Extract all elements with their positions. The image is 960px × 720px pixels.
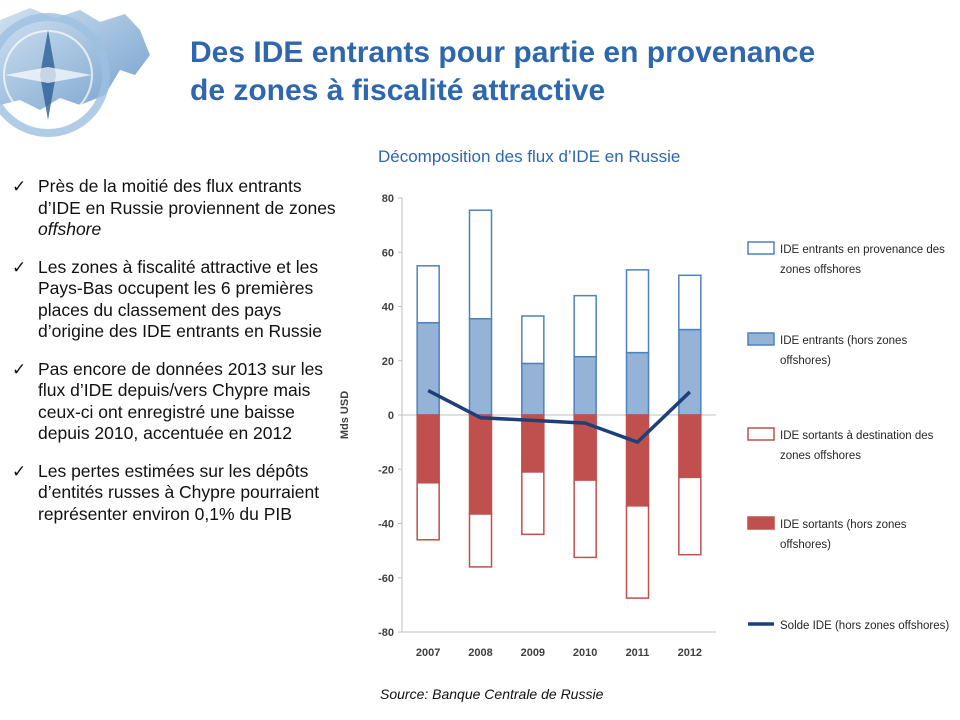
bar-ide-entrants-offshore [521, 315, 545, 365]
bar-ide-sortants-offshore [678, 476, 702, 556]
bullet-text: Près de la moitié des flux entrants d’ID… [38, 176, 336, 218]
legend-swatch [747, 516, 775, 530]
y-tick-label: 0 [388, 410, 394, 422]
y-tick-label: -20 [378, 464, 394, 476]
bar-ide-entrants-hors-offshore [521, 362, 545, 416]
y-tick-label: -80 [378, 627, 394, 639]
bar-ide-entrants-hors-offshore [416, 322, 440, 416]
bar-ide-entrants-offshore [468, 209, 493, 320]
bar-ide-entrants-hors-offshore [678, 328, 702, 416]
legend-label: IDE sortants (hors zones [780, 519, 907, 531]
bar-ide-sortants-offshore [521, 471, 545, 536]
bullet-item: ✓ Les zones à fiscalité attractive et les… [12, 257, 342, 343]
x-tick-label: 2010 [573, 647, 597, 659]
chart-title: Décomposition des flux d’IDE en Russie [378, 147, 681, 166]
legend-label: offshores) [780, 355, 831, 367]
bar-ide-sortants-hors-offshore [521, 414, 545, 473]
bar-ide-sortants-hors-offshore [625, 414, 650, 507]
bar-ide-sortants-hors-offshore [416, 414, 440, 484]
check-icon: ✓ [12, 177, 27, 196]
bar-ide-entrants-offshore [416, 265, 440, 324]
fdi-chart: 80 60 40 20 0 -20 -40 -60 -80 Mds USD 2007 2008 2009… [339, 193, 949, 659]
bullet-item: ✓ Les pertes estimées sur les dépôts d’en… [12, 461, 342, 526]
legend-label: zones offshores [780, 264, 861, 276]
bullet-item: ✓ Près de la moitié des flux entrants d’I… [12, 176, 342, 241]
y-tick-label: -40 [378, 519, 394, 531]
bullet-emphasis: offshore [38, 219, 102, 239]
bar-ide-sortants-offshore [416, 482, 440, 541]
legend-label: zones offshores [780, 450, 861, 462]
y-tick-label: 60 [382, 247, 394, 259]
bar-ide-sortants-offshore [625, 505, 650, 599]
x-tick-label: 2011 [626, 647, 650, 659]
bar-ide-entrants-hors-offshore [625, 351, 650, 416]
bar-ide-sortants-offshore [573, 479, 597, 559]
y-tick-label: 40 [382, 302, 394, 314]
x-tick-label: 2007 [416, 647, 440, 659]
bar-ide-sortants-hors-offshore [468, 414, 493, 515]
bar-ide-entrants-offshore [678, 274, 702, 331]
line-solde-ide [427, 389, 692, 444]
x-tick-label: 2009 [521, 647, 545, 659]
x-tick-label: 2012 [678, 647, 702, 659]
bullet-text: Les zones à fiscalité attractive et les … [38, 256, 323, 342]
legend-label: IDE entrants en provenance des [780, 244, 945, 256]
legend-swatch [747, 427, 775, 441]
legend-label: Solde IDE (hors zones offshores) [780, 620, 949, 632]
x-tick-label: 2008 [468, 647, 492, 659]
source-note: Source: Banque Centrale de Russie [380, 686, 604, 702]
bullet-text: Pas encore de données 2013 sur les flux … [38, 358, 324, 444]
bar-ide-entrants-offshore [573, 294, 597, 358]
y-tick-label: 80 [382, 193, 394, 205]
check-icon: ✓ [12, 257, 27, 277]
bullet-item: ✓ Pas encore de données 2013 sur les flux… [12, 359, 342, 445]
compass-map-logo [0, 8, 150, 137]
bar-ide-entrants-offshore [625, 269, 650, 354]
y-tick-label: 20 [382, 356, 394, 368]
bar-ide-entrants-hors-offshore [468, 317, 493, 416]
bar-ide-sortants-offshore [468, 513, 493, 568]
y-axis-label: Mds USD [339, 391, 351, 439]
bar-ide-sortants-hors-offshore [678, 414, 702, 479]
check-icon: ✓ [12, 359, 27, 379]
slide-title-line1: Des IDE entrants pour partie en provenan… [190, 36, 816, 69]
legend-label: IDE sortants à destination des [780, 430, 934, 442]
legend-swatch [747, 332, 775, 346]
bullet-text: Les pertes estimées sur les dépôts d’ent… [38, 460, 320, 524]
bar-ide-entrants-hors-offshore [573, 355, 597, 416]
bullet-list: ✓ Près de la moitié des flux entrants d’I… [12, 176, 342, 541]
y-tick-label: -60 [378, 573, 394, 585]
slide-title-line2: de zones à fiscalité attractive [190, 74, 606, 107]
legend-swatch [747, 241, 775, 255]
check-icon: ✓ [12, 461, 27, 481]
legend-label: offshores) [780, 539, 831, 551]
slide-title: Des IDE entrants pour partie en provenan… [190, 34, 930, 110]
legend-label: IDE entrants (hors zones [780, 335, 907, 347]
